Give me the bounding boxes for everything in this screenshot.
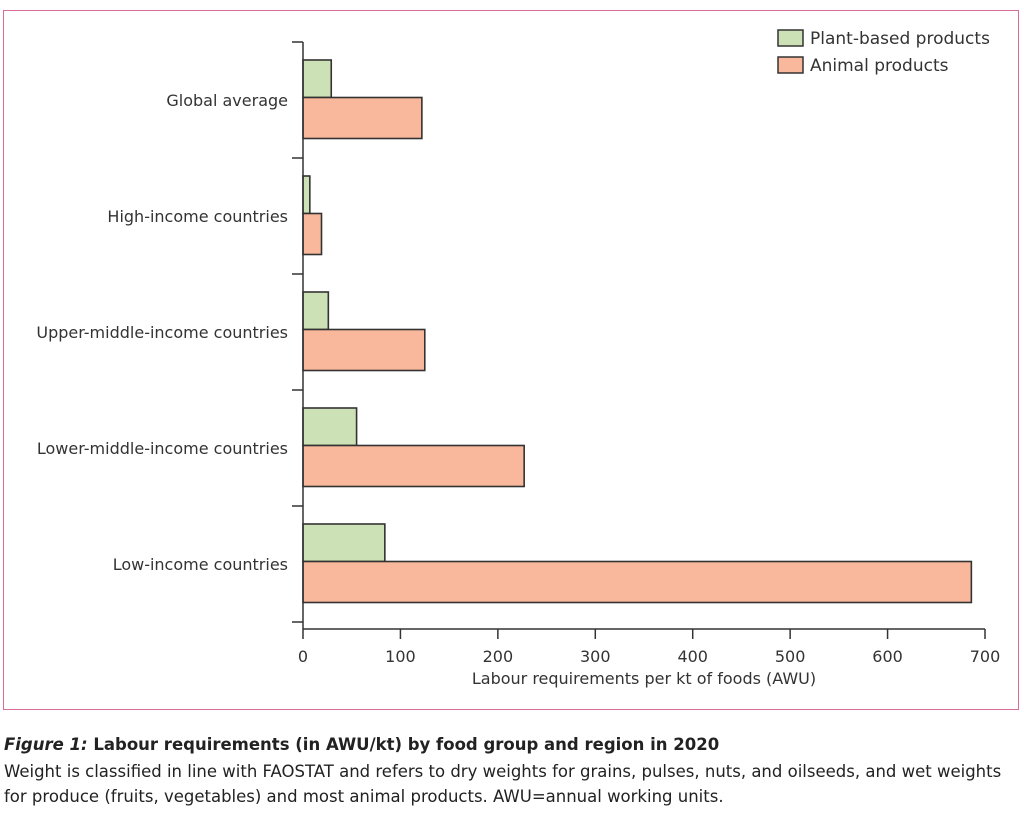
bar-plant <box>302 291 330 331</box>
figure-caption-body: Weight is classified in line with FAOSTA… <box>4 762 1002 806</box>
category-label: High-income countries <box>107 207 288 226</box>
legend-label: Plant-based products <box>810 29 990 49</box>
x-tick-label: 200 <box>483 647 514 666</box>
category-label: Lower-middle-income countries <box>37 439 288 458</box>
bar-animal <box>302 444 525 488</box>
x-tick-label: 700 <box>970 647 1001 666</box>
figure-label: Figure 1: <box>4 735 88 754</box>
x-tick-label: 300 <box>580 647 611 666</box>
category-label: Global average <box>166 91 288 110</box>
legend-swatch <box>777 29 804 47</box>
x-tick-label: 600 <box>872 647 903 666</box>
bar-animal <box>302 328 426 372</box>
legend-label: Animal products <box>810 56 949 76</box>
category-label: Low-income countries <box>113 555 288 574</box>
x-tick-label: 500 <box>775 647 806 666</box>
bar-plant <box>302 523 386 563</box>
legend-swatch <box>777 56 804 74</box>
figure-frame <box>3 10 1019 710</box>
category-label: Upper-middle-income countries <box>36 323 288 342</box>
figure-caption-title: Figure 1: Labour requirements (in AWU/kt… <box>4 732 719 757</box>
x-tick-label: 100 <box>385 647 416 666</box>
bar-animal <box>302 96 423 140</box>
bar-animal <box>302 560 973 604</box>
x-tick-label: 400 <box>677 647 708 666</box>
bar-plant <box>302 407 358 447</box>
bar-chart: Global average High-income countries Upper… <box>36 29 1001 688</box>
bar-plant <box>302 175 311 215</box>
bar-plant <box>302 59 333 99</box>
x-axis-label: Labour requirements per kt of foods (AWU… <box>472 669 816 688</box>
caption-title-text: Labour requirements (in AWU/kt) by food … <box>87 735 720 754</box>
bar-animal <box>302 212 323 256</box>
x-tick-label: 0 <box>298 647 308 666</box>
